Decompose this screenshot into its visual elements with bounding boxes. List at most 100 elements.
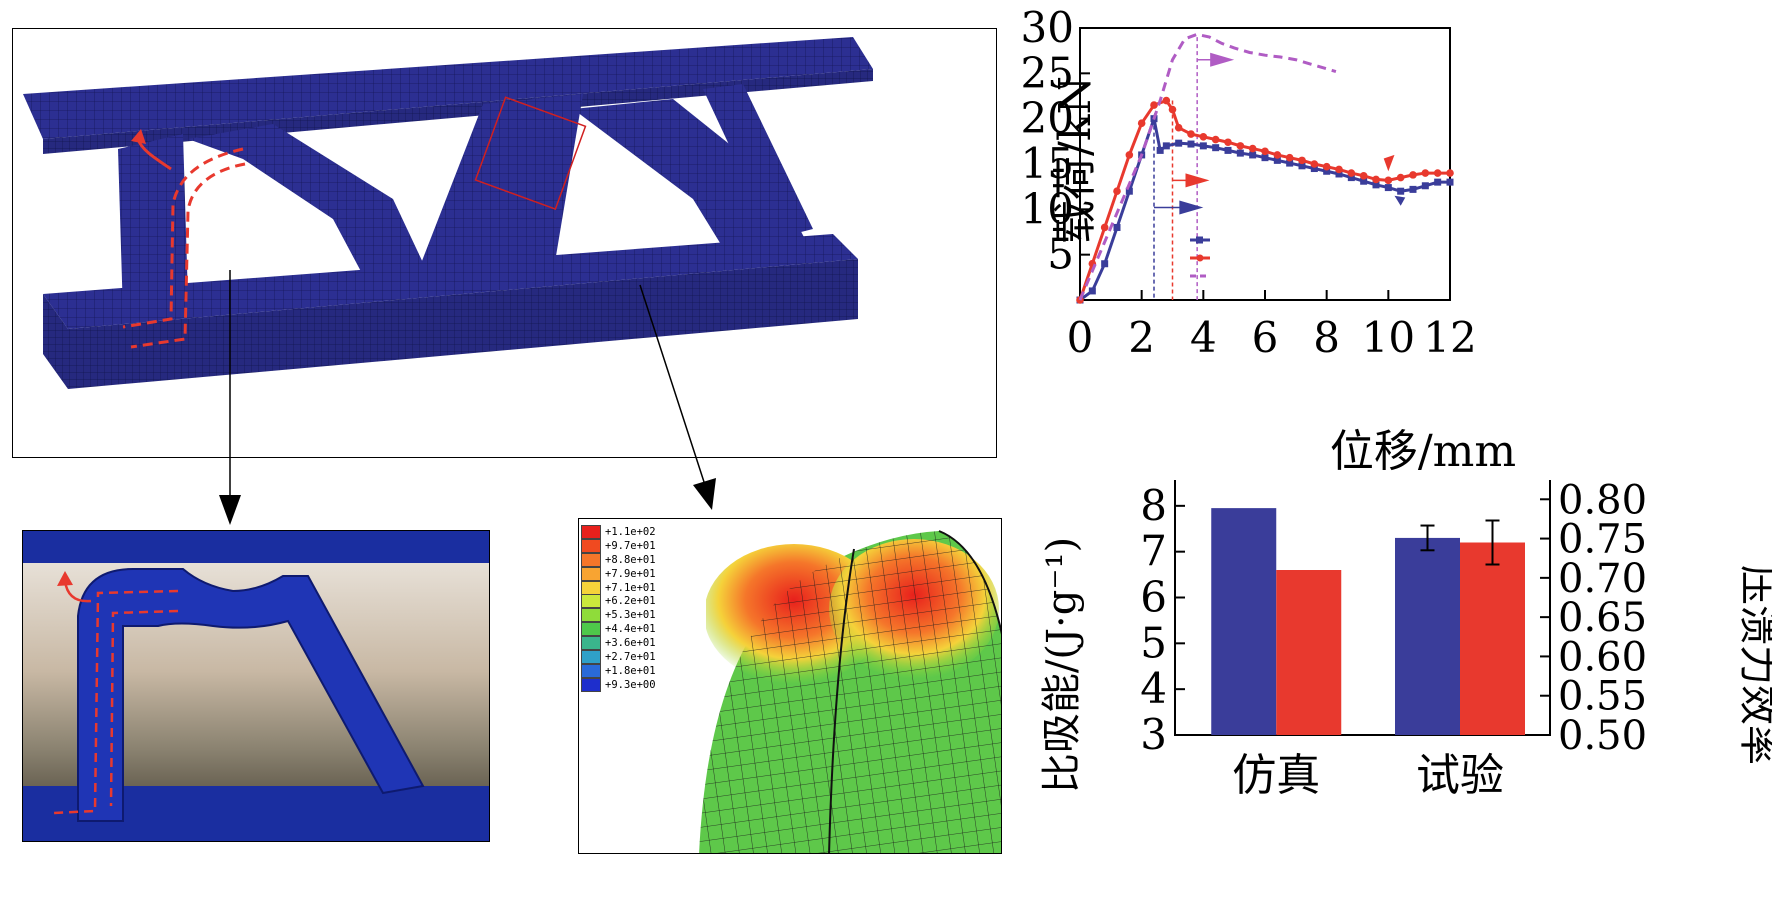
fe-mesh-panel <box>12 28 997 458</box>
data-point <box>1249 151 1257 159</box>
legend-row: +9.7e+01 <box>581 538 706 553</box>
legend-row: +8.8e+01 <box>581 552 706 567</box>
data-point <box>1236 142 1245 150</box>
bar <box>1276 570 1342 735</box>
data-point <box>1248 144 1257 153</box>
plot-frame <box>1079 27 1451 301</box>
data-point <box>1421 182 1429 190</box>
legend-row: +6.2e+01 <box>581 594 706 609</box>
contour-legend: +1.1e+02 +9.7e+01 +8.8e+01 +7.9e+01 +7.1e+01… <box>581 524 706 692</box>
data-point <box>1224 146 1232 154</box>
y2-tick-label: 0.50 <box>1558 713 1647 759</box>
data-point <box>1168 105 1177 114</box>
legend-marker <box>1196 254 1204 262</box>
data-point <box>1211 135 1220 144</box>
y-tick-label: 20 <box>1021 94 1074 143</box>
data-point <box>1162 96 1171 105</box>
y-tick-label: 8 <box>1140 481 1167 530</box>
load-path-dashed-photo-1 <box>52 589 179 815</box>
y-tick-label: 7 <box>1140 527 1167 576</box>
energy-absorption-bar-chart: 3456789 0.500.550.600.650.700.750.800.85 仿… <box>1039 480 1772 801</box>
data-point <box>1285 153 1294 162</box>
bottom-face-sheet <box>43 234 858 329</box>
series-line <box>1079 112 1450 302</box>
legend-label: +6.2e+01 <box>605 595 656 608</box>
data-point <box>1150 101 1158 109</box>
legend-label: +7.1e+01 <box>605 581 656 594</box>
data-point <box>1113 187 1121 195</box>
data-point <box>1446 178 1454 186</box>
data-point <box>1372 175 1380 184</box>
y-tick-label: 5 <box>1140 618 1167 667</box>
data-point <box>1199 142 1207 150</box>
fe-mesh-image <box>23 37 873 389</box>
series-line <box>1078 32 1337 301</box>
data-point <box>1125 187 1133 195</box>
legend-swatch <box>581 622 601 637</box>
y2-tick-label: 0.55 <box>1558 674 1647 720</box>
data-point <box>1310 165 1318 173</box>
bar <box>1395 537 1460 735</box>
data-point <box>1434 178 1442 186</box>
load-path-dashed-2 <box>130 162 246 349</box>
legend-swatch <box>581 566 601 581</box>
y-axis-label-left: 比吸能/(J·g⁻¹) <box>1039 537 1085 793</box>
legend-swatch <box>581 552 601 567</box>
arrow-right-icon <box>1210 52 1235 67</box>
data-point <box>1261 147 1269 156</box>
data-point <box>1397 187 1405 195</box>
y-tick-label: 25 <box>1021 48 1074 97</box>
legend-swatch <box>581 524 601 539</box>
y-tick-label: 4 <box>1140 664 1167 713</box>
data-point <box>1347 174 1355 182</box>
data-point <box>1372 181 1380 189</box>
x-tick-label: 6 <box>1252 313 1279 362</box>
legend-swatch <box>581 636 601 651</box>
data-point <box>1212 144 1220 152</box>
x-category-label: 仿真 <box>1232 750 1320 801</box>
legend-label: +3.6e+01 <box>605 637 656 650</box>
bar <box>1211 508 1277 735</box>
y-tick-label: 3 <box>1140 710 1167 759</box>
y2-tick-label: 0.85 <box>1558 480 1647 484</box>
data-point <box>1298 162 1306 170</box>
legend-row: +4.4e+01 <box>581 622 706 637</box>
specimen-core <box>77 568 425 822</box>
x-tick-label: 10 <box>1362 313 1415 362</box>
legend-swatch <box>581 608 601 623</box>
legend-label: +9.7e+01 <box>605 539 656 552</box>
data-point <box>1224 138 1232 147</box>
data-point <box>1100 223 1109 232</box>
data-point <box>1088 287 1096 295</box>
x-tick-label: 8 <box>1313 313 1340 362</box>
legend-row: +7.1e+01 <box>581 580 706 595</box>
stress-contour-image <box>699 530 1001 853</box>
legend-row: +9.3e+00 <box>581 677 706 692</box>
data-point <box>1113 223 1121 231</box>
zoom-region-box <box>474 96 587 211</box>
legend-label: +5.3e+01 <box>605 609 656 622</box>
data-point <box>1384 176 1393 185</box>
data-point <box>1273 156 1281 164</box>
core-web-1 <box>118 134 188 314</box>
x-tick-label: 4 <box>1190 313 1217 362</box>
legend-swatch <box>581 594 601 609</box>
y2-tick-label: 0.80 <box>1558 480 1647 523</box>
y-axis-label-right: 压溃力效率 <box>1735 565 1772 765</box>
x-category-label: 试验 <box>1416 750 1504 801</box>
data-point <box>1137 119 1146 127</box>
legend-label: +2.7e+01 <box>605 650 656 663</box>
arrow-up-icon <box>1394 195 1406 206</box>
data-point <box>1125 151 1134 159</box>
data-point <box>1174 123 1183 132</box>
curved-arrow-icon <box>57 571 73 586</box>
load-path-dashed-photo-2 <box>109 609 179 807</box>
experiment-photo <box>23 531 489 841</box>
legend-label: +9.3e+00 <box>605 678 656 691</box>
legend-swatch <box>581 649 601 664</box>
data-point <box>1187 140 1195 148</box>
data-point <box>1409 171 1417 179</box>
y-tick-label: 5 <box>1047 230 1074 279</box>
data-point <box>1384 184 1392 192</box>
